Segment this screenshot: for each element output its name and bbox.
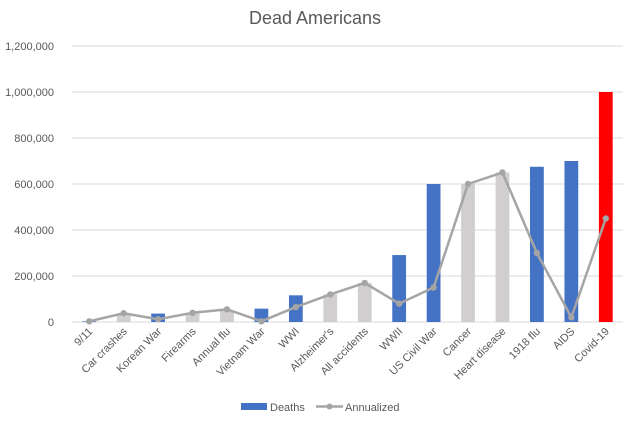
annualized-line	[88, 171, 607, 323]
annualized-point	[154, 316, 162, 323]
annualized-point	[361, 279, 368, 287]
legend-swatch-deaths	[241, 403, 267, 410]
y-tick-label: 200,000	[14, 271, 54, 283]
x-tick-label: 9/11	[72, 326, 95, 349]
annualized-point	[327, 291, 334, 298]
annualized-point	[189, 309, 196, 316]
x-tick-label: WWI	[277, 326, 302, 351]
annualized-point	[464, 180, 472, 188]
x-tick-label: AIDS	[551, 326, 578, 353]
y-tick-label: 600,000	[14, 179, 54, 191]
bar-cancer	[461, 184, 475, 322]
y-tick-label: 0	[48, 317, 54, 329]
bar-alzheimer-s	[323, 294, 338, 322]
y-tick-label: 400,000	[14, 225, 54, 237]
annualized-point	[568, 314, 575, 321]
bar-all-accidents	[357, 282, 372, 322]
annualized-point	[292, 303, 300, 311]
annualized-point	[602, 215, 609, 222]
y-axis-ticks: 0 200,000 400,000 600,000 800,000 1,000,000 1,…	[5, 41, 54, 329]
bar-us-civil-war	[426, 184, 441, 322]
annualized-point	[120, 310, 127, 317]
bar-wwii	[392, 255, 407, 322]
y-tick-label: 1,200,000	[5, 41, 54, 53]
bar-heart-disease	[495, 172, 510, 322]
legend: Deaths Annualized	[241, 402, 399, 414]
bar-covid-19	[598, 92, 613, 322]
y-tick-label: 1,000,000	[5, 87, 54, 99]
bar-1918-flu	[530, 166, 544, 322]
annualized-point	[86, 318, 93, 325]
annualized-point	[258, 318, 265, 325]
legend-label-deaths: Deaths	[270, 402, 305, 414]
legend-label-annualized: Annualized	[345, 402, 399, 414]
bar-firearms	[185, 312, 200, 322]
bar-car-crashes	[116, 313, 131, 322]
annualized-point	[430, 284, 437, 291]
x-tick-label: 1918 flu	[507, 326, 543, 362]
x-tick-label: WWII	[378, 326, 405, 353]
gridlines	[72, 45, 623, 323]
annualized-point	[533, 249, 541, 257]
annualized-point	[499, 169, 506, 176]
y-tick-label: 800,000	[14, 133, 54, 145]
annualized-point	[395, 300, 403, 307]
chart-title: Dead Americans	[249, 8, 381, 28]
x-tick-label: Cancer	[441, 325, 475, 359]
legend-marker-annualized	[326, 403, 333, 410]
line-series	[86, 169, 609, 325]
bar-annual-flu	[220, 310, 234, 322]
x-tick-label: Covid-19	[572, 326, 612, 366]
bar-aids	[564, 161, 579, 322]
annualized-point	[223, 306, 231, 313]
bar-series	[82, 92, 613, 322]
